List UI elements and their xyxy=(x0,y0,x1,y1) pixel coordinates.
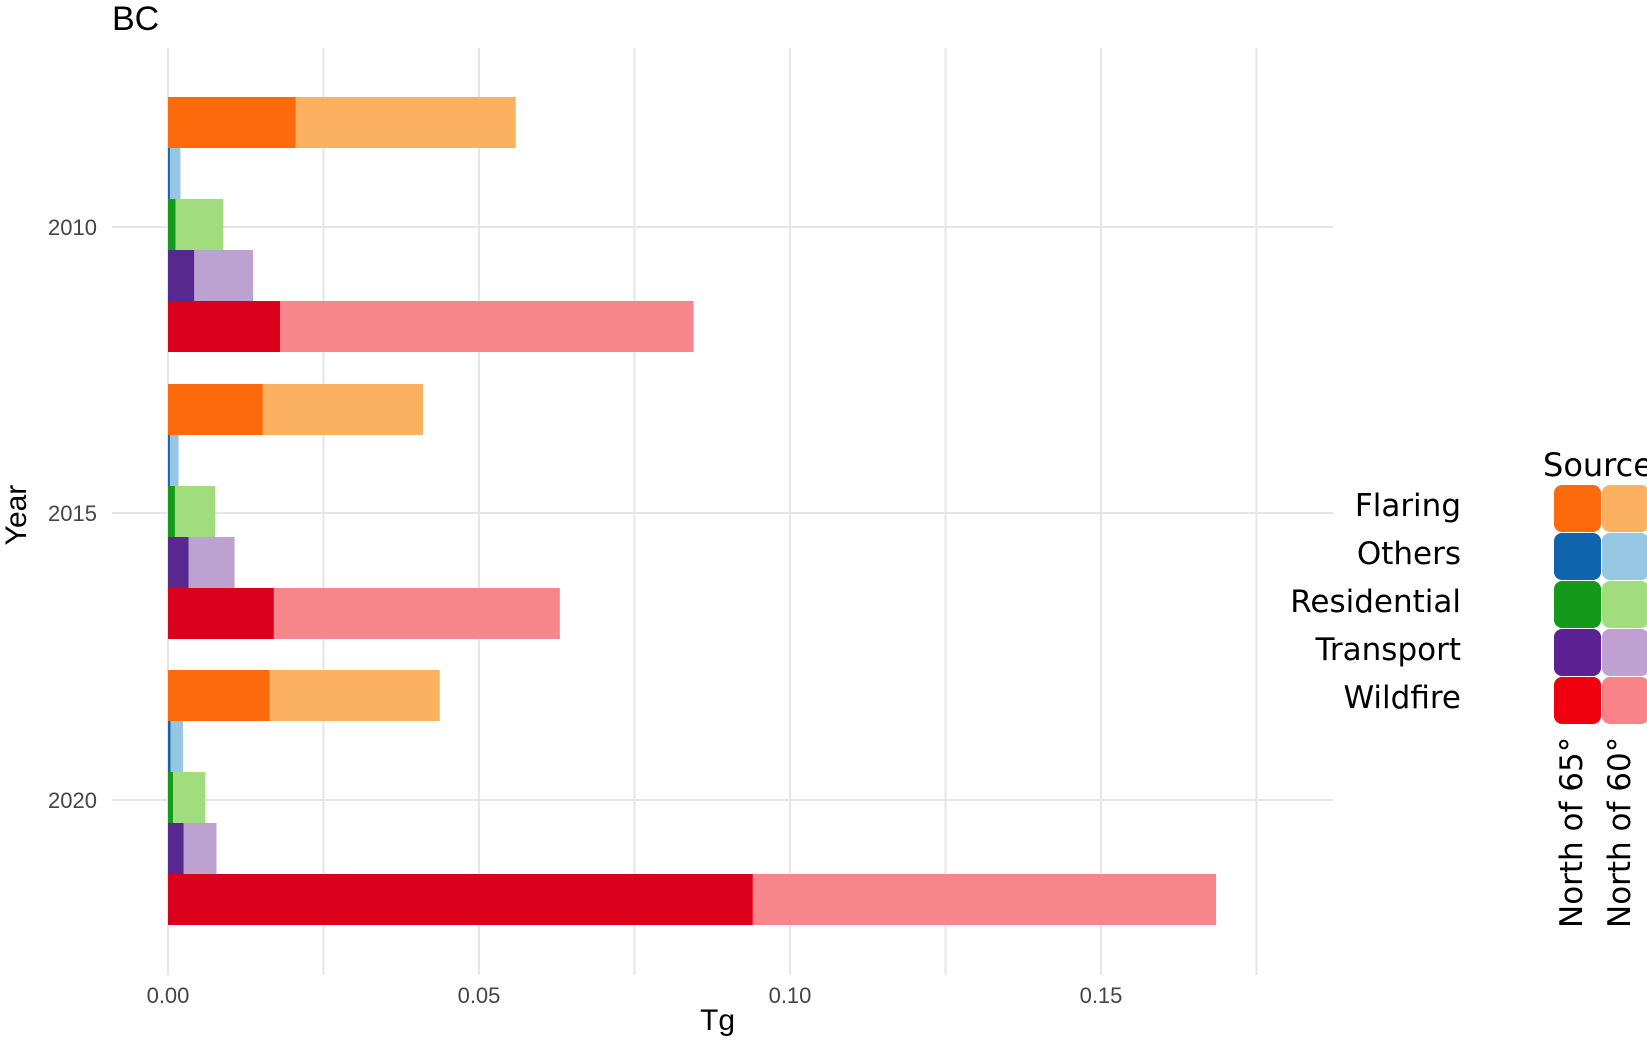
legend-label-residential: Residential xyxy=(1290,584,1461,620)
bar-transport-north-65-2010 xyxy=(168,250,195,301)
legend-key-residential-north-60 xyxy=(1602,581,1647,628)
chart-title: BC xyxy=(112,0,160,38)
bar-flaring-north-65-2015 xyxy=(168,384,263,435)
legend-key-transport-north-60 xyxy=(1602,629,1647,676)
legend-label-others: Others xyxy=(1356,536,1461,572)
bar-residential-north-60-2015 xyxy=(168,486,216,537)
y-axis-title: Year xyxy=(0,484,33,546)
legend-label-wildfire: Wildfire xyxy=(1343,680,1461,716)
bar-transport-north-65-2020 xyxy=(168,823,184,874)
bar-residential-north-60-2010 xyxy=(168,199,224,250)
y-tick-label: 2015 xyxy=(48,501,97,526)
bar-others-north-60-2020 xyxy=(168,721,183,772)
legend-key-flaring-north-65 xyxy=(1554,485,1601,532)
bar-wildfire-north-65-2020 xyxy=(168,874,753,925)
bar-others-north-65-2015 xyxy=(168,435,170,486)
legend-label-flaring: Flaring xyxy=(1354,488,1461,524)
x-tick-label: 0.05 xyxy=(458,983,501,1008)
bar-transport-north-65-2015 xyxy=(168,537,189,588)
bar-others-north-60-2010 xyxy=(168,148,181,199)
bar-wildfire-north-65-2015 xyxy=(168,588,274,639)
y-tick-label: 2020 xyxy=(48,788,97,813)
legend-title: Source xyxy=(1543,446,1647,484)
bar-others-north-65-2010 xyxy=(168,148,170,199)
legend-key-transport-north-65 xyxy=(1554,629,1601,676)
legend-key-others-north-60 xyxy=(1602,533,1647,580)
legend-label-transport: Transport xyxy=(1315,632,1461,668)
bar-residential-north-65-2020 xyxy=(168,772,173,823)
bar-others-north-60-2015 xyxy=(168,435,179,486)
legend-key-residential-north-65 xyxy=(1554,581,1601,628)
legend-key-flaring-north-60 xyxy=(1602,485,1647,532)
bar-flaring-north-65-2020 xyxy=(168,670,270,721)
x-tick-label: 0.10 xyxy=(769,983,812,1008)
legend-key-others-north-65 xyxy=(1554,533,1601,580)
legend-column-north-60: North of 60° xyxy=(1602,736,1638,928)
legend-key-wildfire-north-60 xyxy=(1602,677,1647,724)
x-tick-label: 0.00 xyxy=(147,983,190,1008)
bar-others-north-65-2020 xyxy=(168,721,171,772)
bar-wildfire-north-65-2010 xyxy=(168,301,280,352)
x-axis-title: Tg xyxy=(700,1004,736,1037)
legend-column-north-65: North of 65° xyxy=(1554,736,1590,928)
legend-key-wildfire-north-65 xyxy=(1554,677,1601,724)
bar-residential-north-65-2010 xyxy=(168,199,176,250)
bar-residential-north-65-2015 xyxy=(168,486,175,537)
y-tick-label: 2010 xyxy=(48,215,97,240)
bar-residential-north-60-2020 xyxy=(168,772,206,823)
bar-flaring-north-65-2010 xyxy=(168,97,296,148)
x-tick-label: 0.15 xyxy=(1080,983,1123,1008)
